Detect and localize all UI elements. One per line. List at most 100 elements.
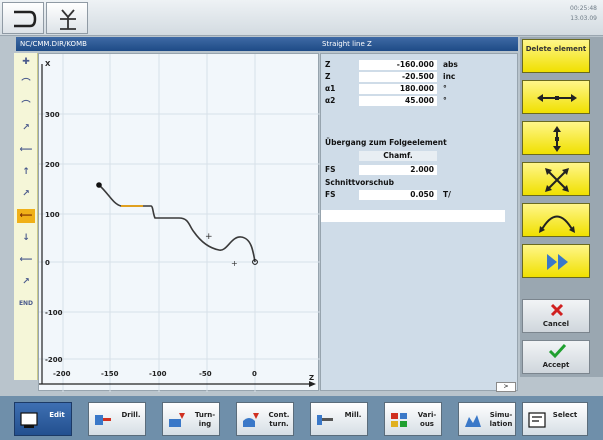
param-unit[interactable]: T/ [443, 190, 451, 199]
line-z-selected-icon[interactable]: ⟵ [17, 209, 35, 223]
param-unit[interactable]: abs [443, 60, 458, 69]
line-diagonal-icon-3[interactable]: ↗ [22, 277, 30, 287]
diagonal-direction-button[interactable] [522, 162, 590, 196]
line-horizontal-icon-2[interactable]: ⟵ [19, 255, 33, 265]
y-tick-label: 200 [45, 161, 60, 169]
arc-element-icon[interactable]: ⌒ [21, 79, 31, 89]
various-softkey[interactable]: Vari-ous [384, 402, 442, 436]
feed-input[interactable]: 0.050 [359, 190, 437, 200]
drill-icon [95, 415, 111, 425]
contour-graphic: + + X Z 300 200 100 0 -100 -200 -200 -15… [38, 53, 320, 392]
contour-turning-icon [243, 413, 259, 427]
start-point-icon[interactable]: ✚ [22, 57, 30, 67]
menu-grid-icon [60, 9, 76, 30]
milling-label: Mill. [344, 411, 362, 419]
cancel-button[interactable]: Cancel [522, 299, 590, 333]
next-button[interactable] [522, 244, 590, 278]
edit-line[interactable] [321, 210, 505, 222]
x-tick-label: 0 [252, 370, 257, 378]
horizontal-arrows-icon [537, 94, 577, 102]
center-marker-icon: + [205, 232, 213, 242]
milling-softkey[interactable]: Mill. [310, 402, 368, 436]
contour-plot: + + X Z 300 200 100 0 -100 -200 -200 -15… [39, 54, 320, 392]
x-tick-label: -200 [53, 370, 71, 378]
param-unit: ° [443, 96, 447, 105]
param-label: Z [325, 60, 331, 69]
title-bar: NC/CMM.DIR/KOMB Straight line Z [16, 37, 518, 51]
turning-label: Turn-ing [194, 411, 216, 428]
delete-element-label: Delete element [525, 45, 587, 53]
line-horizontal-icon[interactable]: ⟵ [19, 145, 33, 155]
end-icon[interactable]: END [18, 300, 34, 307]
top-bar: 00:25:48 13.03.09 [0, 0, 603, 36]
param-label: FS [325, 190, 336, 199]
delete-element-button[interactable]: Delete element [522, 39, 590, 73]
cross-arrows-icon [545, 168, 569, 192]
simulation-icon [465, 415, 481, 427]
end-point-marker [252, 259, 258, 265]
y-tick-label: -200 [45, 356, 63, 364]
param-value-input[interactable]: 45.000 [359, 96, 437, 106]
x-axis-label: X [45, 60, 51, 68]
cutting-feed-heading: Schnittvorschub [325, 178, 394, 187]
contour-element-strip: ✚ ⌒ ⌒ ↗ ⟵ ↑ ↗ ⟵ ↓ ⟵ ↗ END [14, 53, 38, 380]
vertical-arrows-icon [553, 126, 561, 152]
x-tick-label: -150 [101, 370, 119, 378]
line-vertical-icon-2[interactable]: ↓ [22, 233, 30, 243]
accept-label: Accept [542, 361, 570, 369]
select-softkey[interactable]: Select [522, 402, 588, 436]
y-tick-label: -100 [45, 309, 63, 317]
arc-direction-button[interactable] [522, 203, 590, 237]
z-axis-arrow-icon [309, 381, 316, 387]
select-icon [528, 412, 546, 428]
param-label: α1 [325, 84, 336, 93]
program-manager-button[interactable] [2, 2, 44, 34]
horizontal-softkey-bar: Edit Drill. Turn-ing Cont. turn. Mill. [0, 396, 603, 440]
param-value-input[interactable]: -20.500 [359, 72, 437, 82]
arc-icon [539, 215, 575, 233]
x-tick-label: -50 [199, 370, 212, 378]
clock: 00:25:48 13.03.09 [570, 4, 597, 24]
line-diagonal-icon-2[interactable]: ↗ [22, 189, 30, 199]
clock-date: 13.03.09 [570, 15, 597, 22]
element-title: Straight line Z [322, 40, 372, 48]
line-vertical-icon[interactable]: ↑ [22, 167, 30, 177]
grid-lines [39, 54, 320, 392]
param-label: α2 [325, 96, 336, 105]
fast-forward-icon [547, 254, 568, 270]
horizontal-direction-button[interactable] [522, 80, 590, 114]
param-unit[interactable]: inc [443, 72, 456, 81]
y-tick-label: 300 [45, 111, 60, 119]
fs-input[interactable]: 2.000 [359, 165, 437, 175]
contour-turning-label: Cont. turn. [268, 411, 290, 428]
transition-select[interactable]: Chamf. [359, 151, 437, 161]
turning-softkey[interactable]: Turn-ing [162, 402, 220, 436]
edit-softkey[interactable]: Edit [14, 402, 72, 436]
simulation-softkey[interactable]: Simu-lation [458, 402, 516, 436]
program-path: NC/CMM.DIR/KOMB [20, 40, 87, 48]
drill-softkey[interactable]: Drill. [88, 402, 146, 436]
transition-heading: Übergang zum Folgeelement [325, 138, 447, 147]
param-label: FS [325, 165, 336, 174]
y-tick-label: 100 [45, 211, 60, 219]
various-icon [391, 413, 407, 427]
param-unit: ° [443, 84, 447, 93]
drill-label: Drill. [121, 411, 141, 419]
vertical-softkey-bar: Delete element [520, 37, 603, 377]
param-value-input[interactable]: -160.000 [359, 60, 437, 70]
contour-turning-softkey[interactable]: Cont. turn. [236, 402, 294, 436]
cancel-x-icon [550, 303, 564, 317]
param-value-input[interactable]: 180.000 [359, 84, 437, 94]
accept-button[interactable]: Accept [522, 340, 590, 374]
machine-area-icon [14, 10, 37, 28]
arc-element-icon-2[interactable]: ⌒ [21, 101, 31, 111]
edit-label: Edit [49, 411, 65, 419]
line-diagonal-icon[interactable]: ↗ [22, 123, 30, 133]
menu-select-button[interactable] [46, 2, 88, 34]
turning-icon [169, 413, 185, 427]
parameter-panel: Z -160.000 abs Z -20.500 inc α1 180.000 … [320, 53, 518, 391]
scroll-right-button[interactable]: > [496, 382, 516, 392]
y-tick-label: 0 [45, 259, 50, 267]
start-point-marker [96, 182, 102, 188]
vertical-direction-button[interactable] [522, 121, 590, 155]
